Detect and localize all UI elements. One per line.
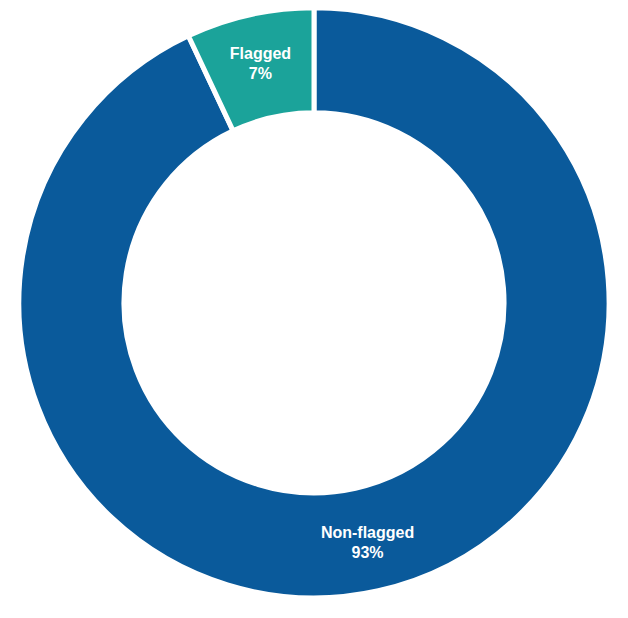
svg-text:Non-flagged: Non-flagged	[321, 524, 414, 541]
svg-text:7%: 7%	[249, 65, 272, 82]
svg-text:Flagged: Flagged	[230, 45, 291, 62]
svg-text:93%: 93%	[352, 544, 384, 561]
